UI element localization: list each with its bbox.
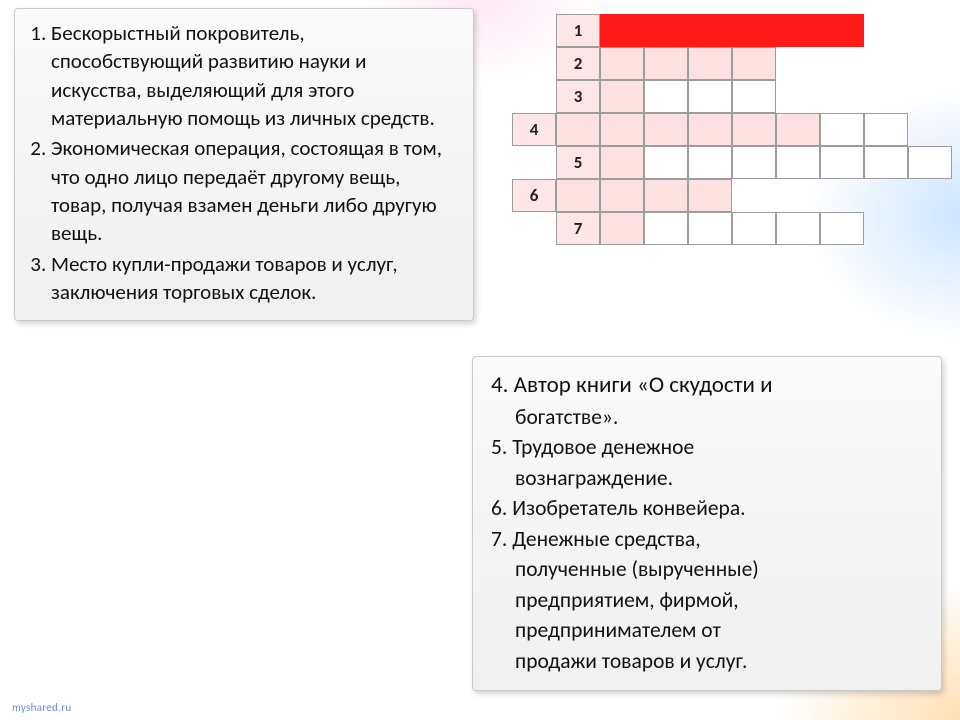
crossword-cell [556,179,600,212]
crossword-cell [688,47,732,80]
clue-line-continuation: предприятием, фирмой, [491,585,927,616]
crossword-row-number: 2 [556,47,600,80]
watermark: myshared.ru [12,701,71,714]
crossword-cell [600,113,644,146]
crossword-cell [688,146,732,179]
crossword-cell [644,47,688,80]
crossword-cell [732,47,776,80]
crossword-cell [732,113,776,146]
clue-line-continuation: предпринимателем от [491,615,927,646]
crossword-cell [644,179,688,212]
crossword-cell [688,14,732,47]
crossword-row-number: 7 [556,212,600,245]
crossword-cell [600,14,644,47]
crossword-cell [688,80,732,113]
clue-number: 7. [491,526,512,552]
crossword-cell [732,80,776,113]
crossword-row-number: 1 [556,14,600,47]
clue-line-continuation: полученные (вырученные) [491,554,927,585]
crossword-cell [556,113,600,146]
crossword-cell [688,113,732,146]
crossword-cell [688,212,732,245]
clues-panel-left: Бескорыстный покровитель, способствующий… [14,8,474,321]
crossword-cell [776,212,820,245]
clues-panel-right: 4. Автор книги «О скудости ибогатстве».5… [472,356,942,691]
crossword-row-number: 5 [556,146,600,179]
crossword-cell [732,212,776,245]
crossword-cell [600,146,644,179]
crossword-cell [600,80,644,113]
crossword-cell [644,113,688,146]
clue-line: 4. Автор книги «О скудости и [491,369,927,402]
crossword-cell [820,14,864,47]
clue-number: 6. [491,495,512,521]
crossword-cell [600,179,644,212]
crossword-cell [820,113,864,146]
crossword-cell [864,146,908,179]
crossword-cell [644,14,688,47]
clue-line: 5. Трудовое денежное [491,432,927,463]
crossword-cell [600,212,644,245]
crossword-cell [776,146,820,179]
clue-1: Бескорыстный покровитель, способствующий… [51,19,459,132]
crossword-cell [776,14,820,47]
clue-line: 7. Денежные средства, [491,524,927,555]
clue-line-continuation: продажи товаров и услуг. [491,646,927,677]
clue-number: 4. [491,371,508,399]
clue-line-continuation: богатстве». [491,402,927,433]
crossword-cell [864,113,908,146]
clue-line: 6. Изобретатель конвейера. [491,493,927,524]
crossword-cell [820,212,864,245]
crossword-cell [732,146,776,179]
crossword-cell [644,146,688,179]
crossword-cell [644,212,688,245]
crossword-cell [688,179,732,212]
clues-left-list: Бескорыстный покровитель, способствующий… [29,19,459,306]
crossword-cell [732,14,776,47]
crossword-row-number: 4 [512,113,556,146]
crossword-cell [600,47,644,80]
crossword-cell [908,146,952,179]
crossword-row-number: 3 [556,80,600,113]
clue-number: 5. [491,434,512,460]
crossword-row-number: 6 [512,179,556,212]
clue-2: Экономическая операция, состоящая в том,… [51,134,459,247]
crossword-cell [820,146,864,179]
crossword-cell [644,80,688,113]
clue-3: Место купли-продажи товаров и услуг, зак… [51,250,459,307]
clue-line-continuation: вознаграждение. [491,463,927,494]
crossword-cell [776,113,820,146]
